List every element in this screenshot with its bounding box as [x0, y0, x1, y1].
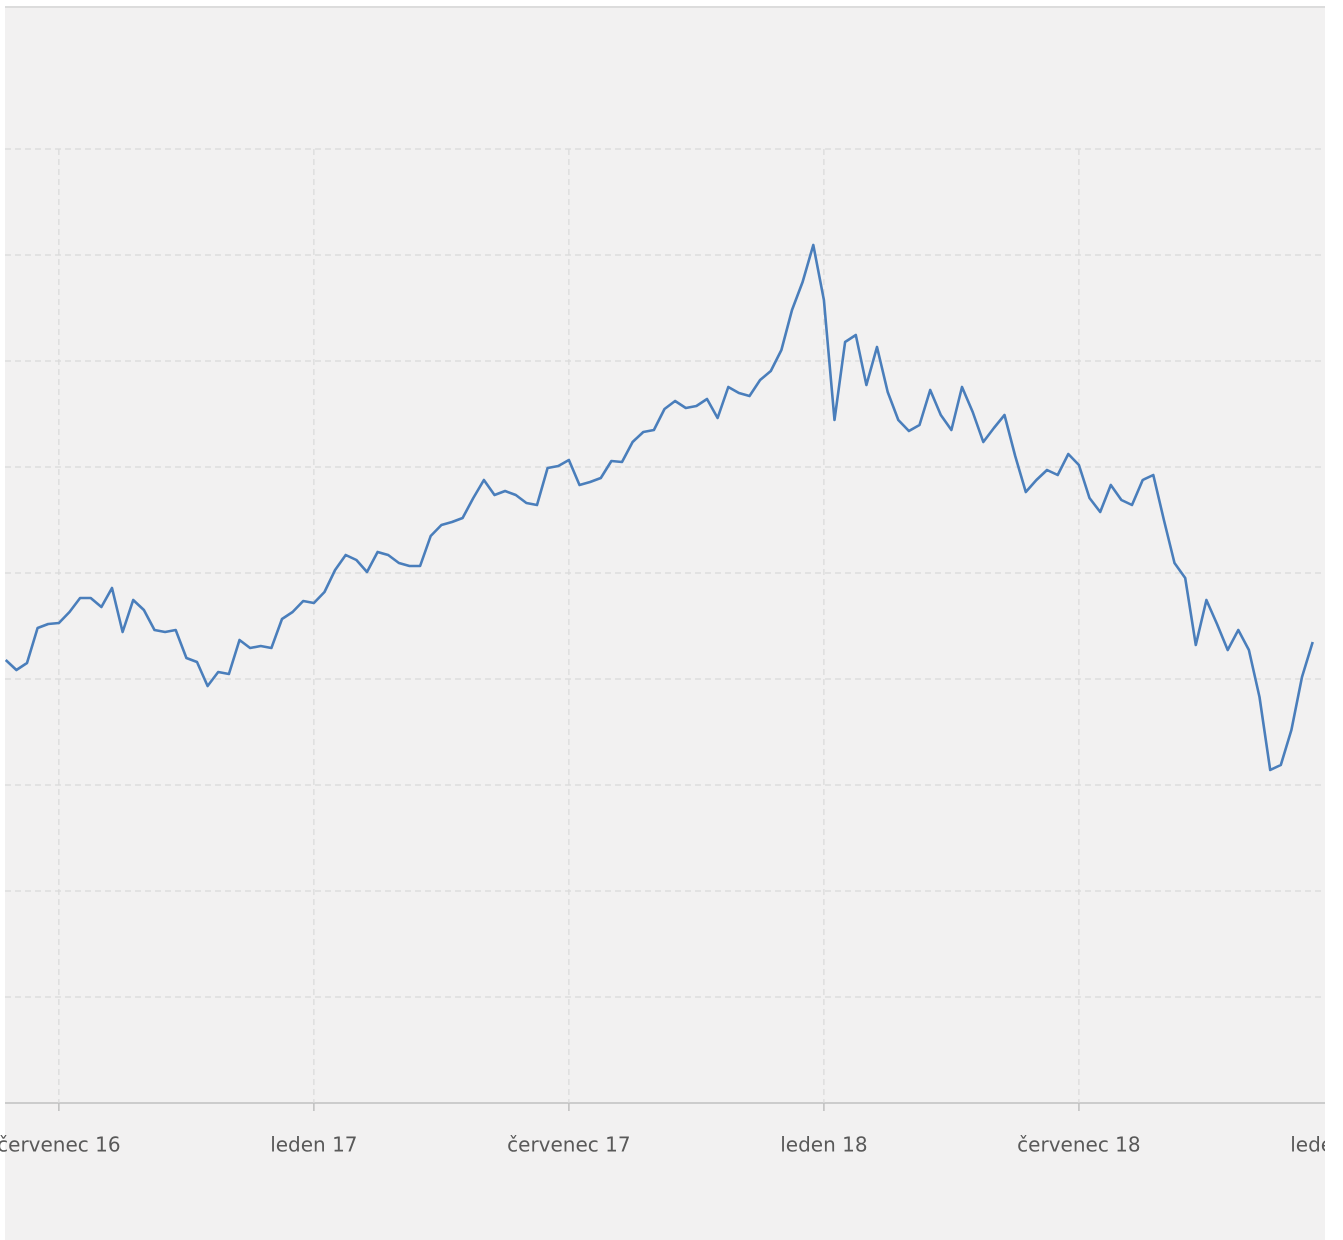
x-tick-label: leden 17 — [270, 1133, 357, 1157]
x-tick-label: červenec 17 — [507, 1133, 630, 1157]
x-tick-label: leden 18 — [780, 1133, 867, 1157]
x-tick-label: červenec 18 — [1017, 1133, 1140, 1157]
data-line — [5, 243, 1314, 772]
x-tick-label: leden 19 — [1290, 1133, 1325, 1157]
x-tick-label: červenec 16 — [0, 1133, 121, 1157]
chart-background — [5, 7, 1325, 1240]
